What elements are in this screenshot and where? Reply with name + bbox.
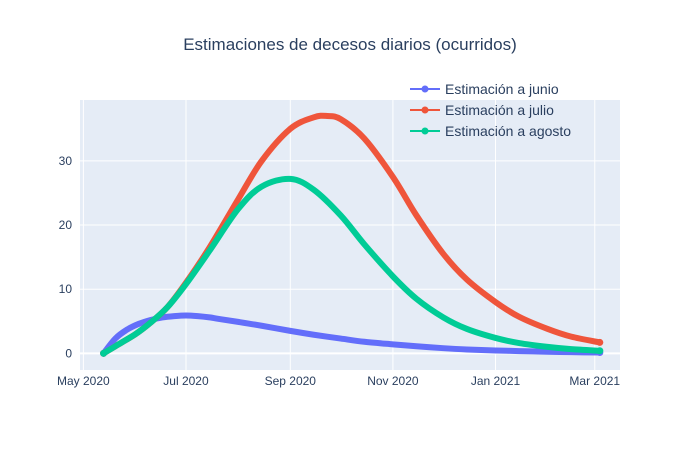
y-tick-label: 10	[59, 282, 73, 296]
y-tick-label: 30	[59, 154, 73, 168]
legend-swatch-marker	[421, 127, 429, 135]
legend-label: Estimación a junio	[445, 81, 559, 97]
legend-swatch-marker	[421, 85, 429, 93]
x-tick-label: Mar 2021	[569, 374, 620, 388]
series-line-3	[100, 175, 603, 357]
legend-swatch-marker	[421, 106, 429, 114]
legend-item-2[interactable]: Estimación a julio	[410, 102, 554, 118]
x-tick-label: Sep 2020	[265, 374, 317, 388]
y-tick-label: 20	[59, 218, 73, 232]
legend-label: Estimación a julio	[445, 102, 554, 118]
chart-title: Estimaciones de decesos diarios (ocurrid…	[183, 35, 517, 54]
x-tick-label: Nov 2020	[367, 374, 419, 388]
x-tick-label: May 2020	[57, 374, 110, 388]
series-point-end-3	[596, 347, 604, 355]
axes: 0 10 20 30 May 2020 Jul 2020 Sep 2020 Nov 2020 J…	[57, 154, 620, 388]
series-lines	[100, 112, 604, 357]
x-tick-label: Jan 2021	[471, 374, 521, 388]
plot-area	[80, 100, 620, 370]
legend[interactable]: Estimación a junio Estimación a julio Esti…	[410, 81, 571, 139]
y-tick-label: 0	[65, 346, 72, 360]
legend-item-3[interactable]: Estimación a agosto	[410, 123, 571, 139]
series-point-end-2	[596, 338, 604, 346]
legend-item-1[interactable]: Estimación a junio	[410, 81, 559, 97]
x-tick-label: Jul 2020	[163, 374, 209, 388]
series-point-start-3	[100, 349, 108, 357]
legend-label: Estimación a agosto	[445, 123, 571, 139]
